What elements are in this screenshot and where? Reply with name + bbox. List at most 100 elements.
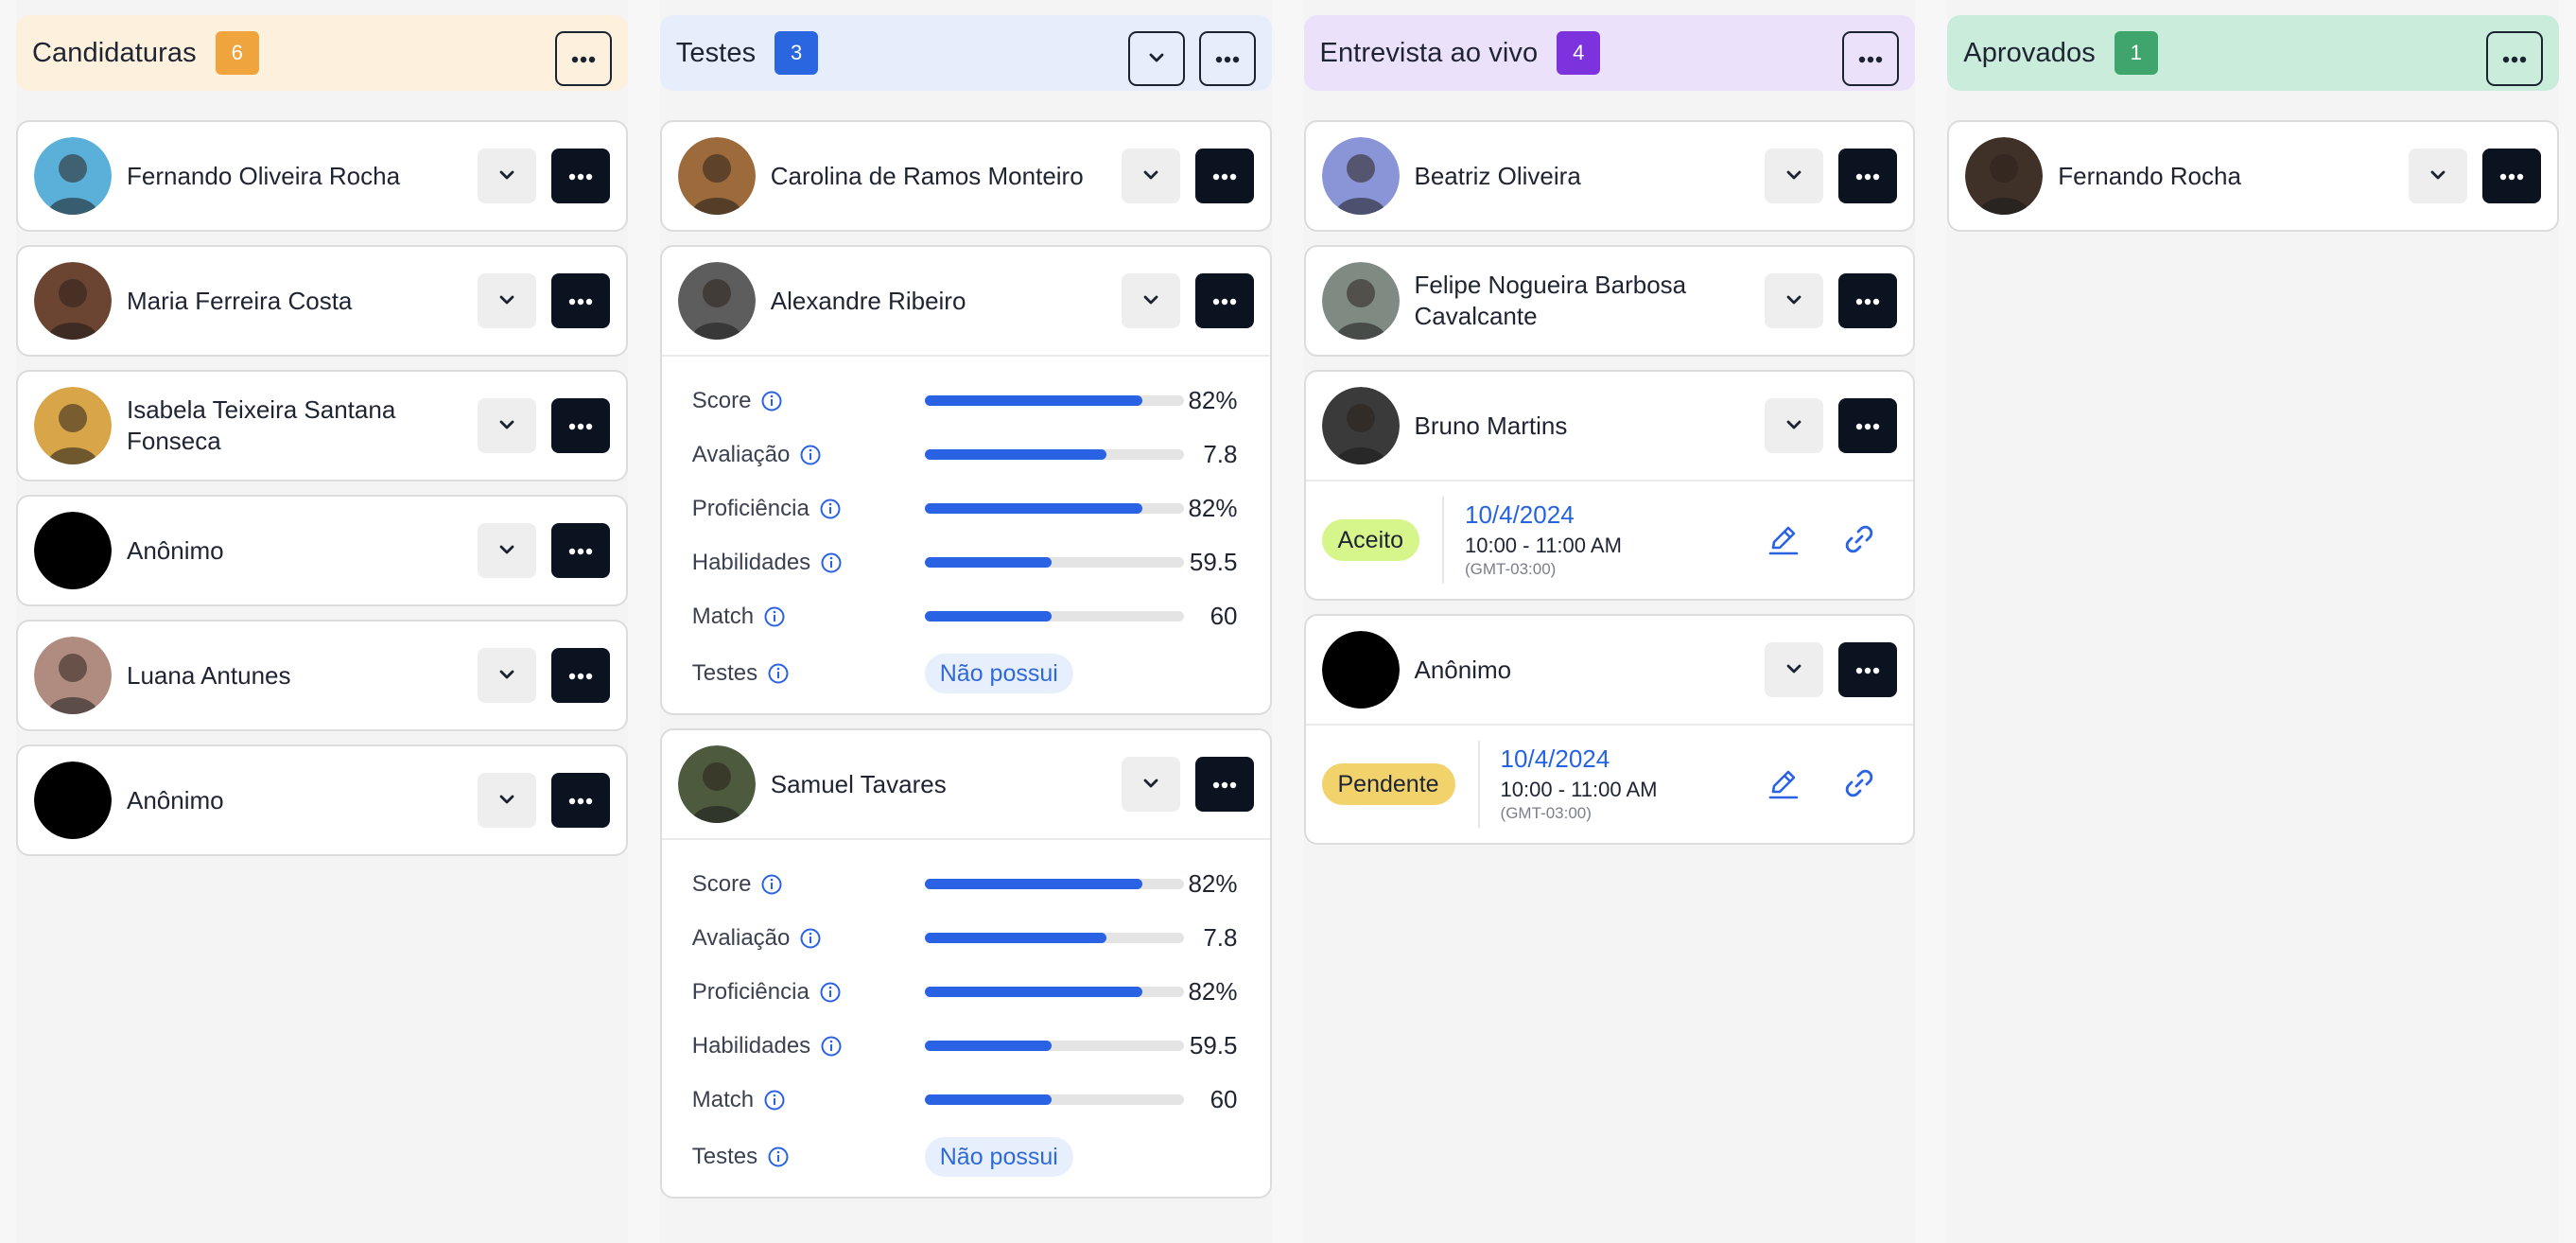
info-icon[interactable] — [820, 551, 843, 574]
info-icon[interactable] — [767, 1146, 790, 1168]
expand-button[interactable] — [1765, 398, 1823, 453]
metric-row: Score 82% — [692, 857, 1238, 911]
chevron-down-icon — [498, 669, 515, 683]
metric-value: 60 — [1210, 602, 1238, 631]
column-actions — [1842, 31, 1899, 86]
metric-row: Match 60 — [692, 589, 1238, 643]
expand-button[interactable] — [478, 149, 536, 203]
candidate-card[interactable]: Carolina de Ramos Monteiro — [660, 120, 1272, 232]
expand-button[interactable] — [1765, 642, 1823, 697]
candidate-card[interactable]: Fernando Rocha — [1947, 120, 2559, 232]
link-icon[interactable] — [1841, 521, 1877, 557]
column-more-button[interactable] — [2486, 31, 2543, 86]
expand-button[interactable] — [478, 523, 536, 578]
metric-row: Avaliação 7.8 — [692, 911, 1238, 965]
card-more-button[interactable] — [551, 149, 610, 203]
candidate-card[interactable]: Felipe Nogueira Barbosa Cavalcante — [1304, 245, 1916, 357]
info-icon[interactable] — [763, 605, 786, 628]
card-more-button[interactable] — [1838, 398, 1897, 453]
column-count-badge: 6 — [216, 31, 259, 75]
candidate-card[interactable]: Anônimo — [16, 744, 628, 856]
candidate-card[interactable]: Beatriz Oliveira — [1304, 120, 1916, 232]
card-more-button[interactable] — [2482, 149, 2541, 203]
expand-button[interactable] — [1122, 149, 1180, 203]
avatar — [34, 512, 112, 589]
more-icon — [1855, 169, 1880, 184]
card-header: Anônimo — [1306, 616, 1914, 724]
more-icon — [568, 544, 593, 558]
candidate-card[interactable]: Isabela Teixeira Santana Fonseca — [16, 370, 628, 481]
expand-button[interactable] — [1122, 273, 1180, 328]
card-more-button[interactable] — [551, 398, 610, 453]
chevron-down-icon — [1142, 778, 1159, 792]
info-icon[interactable] — [819, 498, 842, 520]
column-actions — [555, 31, 612, 86]
more-icon — [2502, 52, 2527, 66]
card-actions — [1765, 398, 1897, 453]
column-more-button[interactable] — [555, 31, 612, 86]
more-icon — [1858, 52, 1883, 66]
collapse-button[interactable] — [1128, 31, 1185, 86]
candidate-card[interactable]: Samuel Tavares Score 82% Avaliação 7.8 Profic… — [660, 728, 1272, 1199]
card-actions — [2409, 149, 2541, 203]
candidate-card[interactable]: Fernando Oliveira Rocha — [16, 120, 628, 232]
info-icon[interactable] — [760, 873, 783, 896]
avatar — [34, 262, 112, 340]
expand-button[interactable] — [1765, 149, 1823, 203]
metric-value: 7.8 — [1203, 923, 1237, 953]
more-icon — [568, 294, 593, 308]
candidate-card[interactable]: Maria Ferreira Costa — [16, 245, 628, 357]
link-icon[interactable] — [1841, 765, 1877, 801]
candidate-card[interactable]: Bruno Martins Aceito 10/4/2024 10:00 - 11:0… — [1304, 370, 1916, 601]
card-more-button[interactable] — [551, 523, 610, 578]
card-more-button[interactable] — [1195, 273, 1254, 328]
card-more-button[interactable] — [1838, 149, 1897, 203]
info-icon[interactable] — [819, 981, 842, 1004]
card-header: Luana Antunes — [18, 622, 626, 729]
card-more-button[interactable] — [1195, 757, 1254, 812]
card-more-button[interactable] — [1838, 642, 1897, 697]
more-icon — [1212, 294, 1237, 308]
card-more-button[interactable] — [551, 273, 610, 328]
column-header: Candidaturas 6 — [16, 15, 628, 91]
card-more-button[interactable] — [551, 773, 610, 828]
info-icon[interactable] — [763, 1089, 786, 1112]
info-icon[interactable] — [767, 662, 790, 685]
tests-badge: Não possui — [925, 654, 1073, 693]
candidate-card[interactable]: Anônimo — [16, 495, 628, 606]
metric-bar-fill — [925, 1094, 1052, 1105]
info-icon[interactable] — [799, 927, 822, 950]
info-icon[interactable] — [799, 444, 822, 466]
card-actions — [1765, 149, 1897, 203]
info-icon[interactable] — [820, 1035, 843, 1058]
edit-icon[interactable] — [1766, 765, 1801, 801]
metric-bar — [925, 557, 1184, 568]
info-icon[interactable] — [760, 390, 783, 412]
edit-icon[interactable] — [1766, 521, 1801, 557]
candidate-card[interactable]: Alexandre Ribeiro Score 82% Avaliação 7.8 Pro… — [660, 245, 1272, 715]
metric-value: 60 — [1210, 1085, 1238, 1114]
metric-bar — [925, 1041, 1184, 1051]
card-more-button[interactable] — [1838, 273, 1897, 328]
column-header: Aprovados 1 — [1947, 15, 2559, 91]
card-header: Fernando Oliveira Rocha — [18, 122, 626, 230]
expand-button[interactable] — [2409, 149, 2467, 203]
expand-button[interactable] — [1122, 757, 1180, 812]
expand-button[interactable] — [1765, 273, 1823, 328]
expand-button[interactable] — [478, 273, 536, 328]
expand-button[interactable] — [478, 648, 536, 703]
column-title: Testes — [676, 38, 756, 69]
expand-button[interactable] — [478, 773, 536, 828]
expand-button[interactable] — [478, 398, 536, 453]
card-header: Isabela Teixeira Santana Fonseca — [18, 372, 626, 480]
interview-schedule: Aceito 10/4/2024 10:00 - 11:00 AM (GMT-03:0… — [1306, 481, 1914, 599]
interview-schedule: Pendente 10/4/2024 10:00 - 11:00 AM (GMT-03… — [1306, 726, 1914, 843]
tests-label: Testes — [692, 660, 757, 687]
card-more-button[interactable] — [551, 648, 610, 703]
column-more-button[interactable] — [1199, 31, 1256, 86]
column-more-button[interactable] — [1842, 31, 1899, 86]
card-more-button[interactable] — [1195, 149, 1254, 203]
candidate-card[interactable]: Luana Antunes — [16, 620, 628, 731]
metric-bar-fill — [925, 503, 1142, 514]
candidate-card[interactable]: Anônimo Pendente 10/4/2024 10:00 - 11:00 AM… — [1304, 614, 1916, 845]
